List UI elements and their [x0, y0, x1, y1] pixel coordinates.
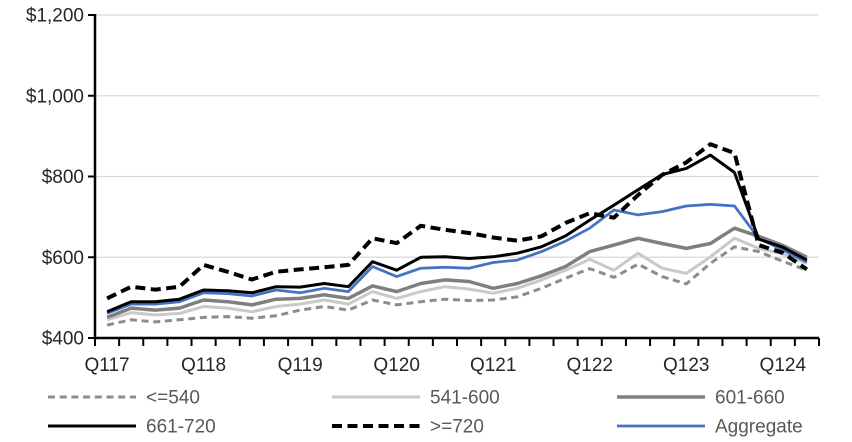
series-line-s541_600 — [106, 236, 808, 322]
legend-label-s661_720: 661-720 — [146, 417, 216, 438]
legend-item-s661_720: 661-720 — [48, 417, 216, 438]
y-axis-tick-label: $1,000 — [26, 86, 84, 107]
legend-item-le540: <=540 — [48, 388, 200, 409]
series-line-s601_660 — [106, 226, 808, 320]
legend-item-s541_600: 541-600 — [332, 388, 500, 409]
legend-item-s601_660: 601-660 — [617, 388, 785, 409]
x-axis-tick-label: Q123 — [663, 355, 709, 376]
x-axis-tick-label: Q121 — [470, 355, 516, 376]
legend-label-le540: <=540 — [146, 388, 200, 409]
gridlines — [95, 14, 819, 258]
legend-label-s601_660: 601-660 — [715, 388, 785, 409]
legend-label-aggregate: Aggregate — [715, 417, 803, 438]
legend-label-s541_600: 541-600 — [430, 388, 500, 409]
series-line-ge720 — [106, 142, 809, 301]
y-axis-tick-label: $800 — [42, 167, 84, 188]
x-axis-tick-label: Q122 — [566, 355, 612, 376]
series-line-aggregate — [106, 203, 808, 315]
x-axis-tick-label: Q119 — [278, 355, 323, 376]
legend-label-ge720: >=720 — [430, 417, 484, 438]
x-axis-tick-label: Q124 — [760, 355, 807, 376]
y-axis-tick-label: $1,200 — [26, 6, 84, 27]
x-axis-tick-label: Q120 — [373, 355, 419, 376]
legend-item-ge720: >=720 — [332, 417, 484, 438]
x-axis-tick-label: Q118 — [181, 355, 226, 376]
y-axis-tick-label: $400 — [42, 329, 84, 350]
legend-item-aggregate: Aggregate — [617, 417, 803, 438]
series-line-s661_720 — [106, 153, 808, 314]
axes — [88, 14, 820, 346]
axis-labels: $400 $600 $800 $1,000 $1,200 Q117 Q118 Q119 Q120… — [26, 6, 807, 377]
y-axis-tick-label: $600 — [42, 248, 84, 269]
chart-legend: <=540 541-600 601-660 661-720 >=720 Aggregate — [48, 388, 803, 438]
series-line-le540 — [106, 245, 808, 327]
series-lines — [106, 142, 809, 327]
x-axis-tick-label: Q117 — [85, 355, 130, 376]
